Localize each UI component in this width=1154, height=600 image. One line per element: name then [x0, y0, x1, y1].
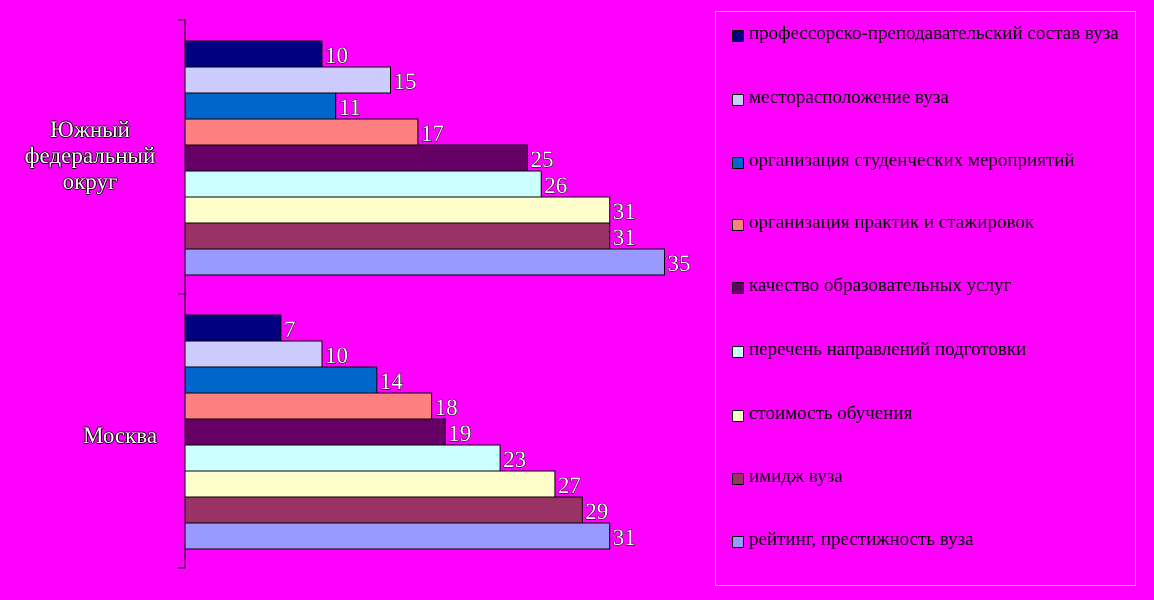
bar-south-5 [184, 170, 542, 198]
data-label-south-5: 26 [544, 173, 567, 198]
data-label-moscow-1: 10 [325, 343, 348, 368]
bar-south-1 [184, 66, 391, 94]
legend-swatch-2 [732, 157, 744, 169]
bar-moscow-3 [184, 392, 433, 420]
data-label-moscow-5: 23 [503, 447, 526, 472]
bar-moscow-5 [184, 444, 501, 472]
legend-swatch-8 [732, 536, 744, 548]
bar-moscow-2 [184, 366, 378, 394]
legend-swatch-1 [732, 94, 744, 106]
chart-legend: профессорско-преподавательский состав ву… [715, 11, 1136, 586]
data-label-moscow-6: 27 [558, 473, 581, 498]
bar-moscow-0 [184, 314, 282, 342]
legend-swatch-5 [732, 346, 744, 358]
bar-moscow-8 [184, 522, 611, 550]
data-label-south-0: 10 [325, 43, 348, 68]
legend-label-6: стоимость обучения [749, 403, 913, 424]
data-label-moscow-0: 7 [284, 317, 296, 342]
legend-label-7: имидж вуза [749, 466, 843, 487]
legend-label-4: качество образовательных услуг [749, 275, 1012, 296]
bar-moscow-7 [184, 496, 583, 524]
data-label-south-8: 35 [668, 251, 691, 276]
bar-south-7 [184, 222, 611, 250]
data-label-south-7: 31 [613, 225, 636, 250]
legend-label-5: перечень направлений подготовки [749, 339, 1027, 360]
bar-south-3 [184, 118, 419, 146]
data-label-south-3: 17 [421, 121, 444, 146]
legend-swatch-3 [732, 219, 744, 231]
data-label-moscow-8: 31 [613, 525, 636, 550]
legend-label-1: месторасположение вуза [749, 87, 949, 108]
legend-swatch-6 [732, 410, 744, 422]
bar-south-6 [184, 196, 611, 224]
category-label-moscow: Москва [82, 423, 158, 448]
legend-swatch-7 [732, 473, 744, 485]
data-label-moscow-4: 19 [448, 421, 471, 446]
data-label-south-2: 11 [339, 95, 361, 120]
bar-moscow-4 [184, 418, 446, 446]
data-label-south-1: 15 [394, 69, 417, 94]
bar-south-4 [184, 144, 528, 172]
legend-label-3: организация практик и стажировок [749, 212, 1035, 233]
legend-swatch-0 [732, 30, 744, 42]
bar-south-8 [184, 248, 665, 276]
bar-moscow-6 [184, 470, 556, 498]
bar-south-2 [184, 92, 337, 120]
data-label-south-4: 25 [531, 147, 554, 172]
data-label-moscow-3: 18 [435, 395, 458, 420]
legend-label-0: профессорско-преподавательский состав ву… [749, 23, 1119, 44]
legend-label-2: организация студенческих мероприятий [749, 150, 1075, 171]
data-label-moscow-7: 29 [585, 499, 608, 524]
legend-label-8: рейтинг, престижность вуза [749, 529, 974, 550]
data-label-moscow-2: 14 [380, 369, 404, 394]
data-label-south-6: 31 [613, 199, 636, 224]
category-label-south: Южный федеральный округ [24, 117, 156, 194]
bar-south-0 [184, 40, 323, 68]
legend-swatch-4 [732, 282, 744, 294]
bar-moscow-1 [184, 340, 323, 368]
